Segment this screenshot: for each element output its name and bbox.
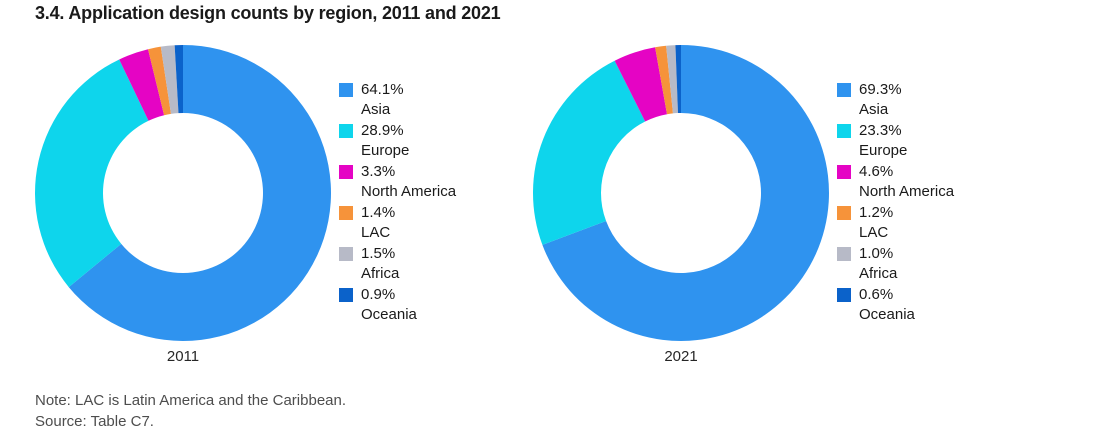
- legend-item-asia: 64.1% Asia: [339, 80, 456, 120]
- slice-africa: [160, 45, 179, 114]
- legend-item-oceania: 0.9% Oceania: [339, 285, 456, 325]
- source-text: Source: Table C7.: [35, 413, 154, 430]
- legend-region: Europe: [859, 142, 908, 159]
- legend-percent: 3.3%: [361, 163, 396, 180]
- legend-percent: 1.0%: [859, 245, 894, 262]
- legend-text: 1.2% LAC: [859, 203, 893, 243]
- slice-north-america: [119, 49, 165, 121]
- legend-item-north-america: 3.3% North America: [339, 162, 456, 202]
- legend-text: 3.3% North America: [361, 162, 456, 202]
- legend-percent: 1.5%: [361, 245, 396, 262]
- legend-region: Asia: [859, 101, 889, 118]
- year-label-2011: 2011: [166, 348, 200, 365]
- legend-text: 69.3% Asia: [859, 80, 902, 120]
- slice-oceania: [174, 45, 183, 114]
- legend-text: 64.1% Asia: [361, 80, 404, 120]
- legend-swatch-africa: [339, 247, 353, 261]
- legend-text: 1.0% Africa: [859, 244, 897, 284]
- legend-swatch-asia: [339, 83, 353, 97]
- slice-lac: [148, 46, 171, 116]
- legend-region: Asia: [361, 101, 391, 118]
- note-text: Note: LAC is Latin America and the Carib…: [35, 392, 347, 409]
- legend-percent: 1.2%: [859, 204, 894, 221]
- legend-text: 28.9% Europe: [361, 121, 409, 161]
- legend-region: LAC: [859, 224, 889, 241]
- legend-swatch-oceania: [837, 288, 851, 302]
- legend-swatch-africa: [837, 247, 851, 261]
- slice-asia: [68, 45, 331, 341]
- legend-item-africa: 1.0% Africa: [837, 244, 954, 284]
- slice-europe: [35, 59, 149, 288]
- slice-lac: [655, 45, 673, 115]
- legend-percent: 1.4%: [361, 204, 396, 221]
- legend-text: 1.4% LAC: [361, 203, 395, 243]
- legend-percent: 23.3%: [859, 122, 902, 139]
- legend-text: 23.3% Europe: [859, 121, 907, 161]
- legend-swatch-lac: [837, 206, 851, 220]
- legend-swatch-asia: [837, 83, 851, 97]
- legend-region: North America: [859, 183, 955, 200]
- legend-text: 1.5% Africa: [361, 244, 399, 284]
- legend-swatch-lac: [339, 206, 353, 220]
- legend-item-north-america: 4.6% North America: [837, 162, 954, 202]
- legend-item-lac: 1.2% LAC: [837, 203, 954, 243]
- donut-chart-2021: 2021 69.3% Asia 23.3% Europe 4.6% North Ameri…: [532, 44, 1002, 379]
- slice-europe: [532, 60, 646, 245]
- legend-swatch-north-america: [339, 165, 353, 179]
- legend-item-lac: 1.4% LAC: [339, 203, 456, 243]
- legend-percent: 28.9%: [361, 122, 404, 139]
- legend-region: Oceania: [361, 306, 417, 323]
- legend-item-europe: 23.3% Europe: [837, 121, 954, 161]
- legend-percent: 0.9%: [361, 286, 396, 303]
- legend-region: North America: [361, 183, 457, 200]
- figure-title: 3.4. Application design counts by region…: [35, 3, 501, 23]
- legend-text: 0.6% Oceania: [859, 285, 915, 325]
- legend-region: Africa: [859, 265, 898, 282]
- legend-text: 0.9% Oceania: [361, 285, 417, 325]
- legend-swatch-oceania: [339, 288, 353, 302]
- legend-2011: 64.1% Asia 28.9% Europe 3.3% North America 1.4…: [339, 80, 456, 326]
- legend-item-europe: 28.9% Europe: [339, 121, 456, 161]
- legend-swatch-north-america: [837, 165, 851, 179]
- legend-swatch-europe: [837, 124, 851, 138]
- legend-2021: 69.3% Asia 23.3% Europe 4.6% North America 1.2…: [837, 80, 954, 326]
- legend-text: 4.6% North America: [859, 162, 954, 202]
- legend-region: Europe: [361, 142, 410, 159]
- year-label-2021: 2021: [664, 348, 698, 365]
- slice-africa: [666, 45, 678, 114]
- legend-percent: 64.1%: [361, 81, 404, 98]
- legend-item-oceania: 0.6% Oceania: [837, 285, 954, 325]
- legend-percent: 0.6%: [859, 286, 894, 303]
- donut-2011: [35, 45, 331, 341]
- legend-region: LAC: [361, 224, 391, 241]
- footnotes: Note: LAC is Latin America and the Carib…: [35, 390, 346, 432]
- legend-region: Oceania: [859, 306, 915, 323]
- legend-item-asia: 69.3% Asia: [837, 80, 954, 120]
- slice-oceania: [675, 45, 681, 114]
- slice-asia: [542, 45, 829, 341]
- legend-item-africa: 1.5% Africa: [339, 244, 456, 284]
- donut-2021: [532, 45, 829, 341]
- legend-region: Africa: [361, 265, 400, 282]
- donut-chart-2011: 2011 64.1% Asia 28.9% Europe 3.3% North Ameri…: [34, 44, 504, 379]
- legend-percent: 69.3%: [859, 81, 902, 98]
- slice-north-america: [614, 47, 667, 122]
- legend-percent: 4.6%: [859, 163, 894, 180]
- legend-swatch-europe: [339, 124, 353, 138]
